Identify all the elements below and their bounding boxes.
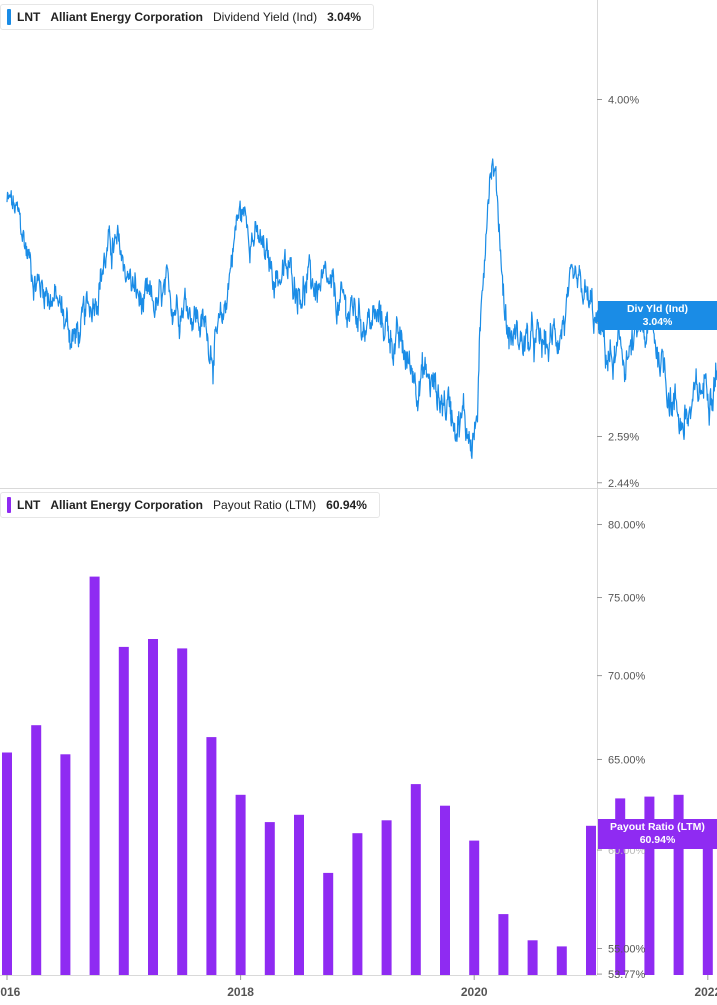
payout-company: Alliant Energy Corporation — [50, 498, 204, 512]
payout-bar — [410, 784, 421, 975]
payout-bar — [177, 648, 188, 975]
payout-bar — [323, 872, 334, 975]
grid-layer — [0, 0, 717, 976]
payout-y-tick-label: 53.77% — [608, 969, 646, 981]
payout-y-tick-label: 70.00% — [608, 671, 646, 683]
payout-bar — [206, 737, 217, 975]
payout-bar — [381, 820, 392, 975]
yield-y-tick-label: 2.44% — [608, 478, 639, 490]
x-tick-label: 2020 — [461, 985, 488, 999]
payout-metric: Payout Ratio (LTM) — [213, 498, 317, 512]
payout-bar — [673, 794, 684, 975]
payout-value-tag: Payout Ratio (LTM) 60.94% — [598, 819, 717, 849]
payout-y-tick-label: 55.00% — [608, 944, 646, 956]
payout-bar — [89, 576, 100, 975]
yield-legend[interactable]: LNT Alliant Energy Corporation Dividend … — [0, 4, 375, 30]
yield-line-layer — [6, 158, 717, 459]
payout-y-tick-label: 80.00% — [608, 520, 646, 532]
yield-metric: Dividend Yield (Ind) — [213, 10, 318, 24]
yield-ticker: LNT — [17, 10, 41, 24]
payout-bar — [644, 796, 655, 975]
yield-y-tick-label: 4.00% — [608, 95, 639, 107]
x-tick-label: 2016 — [0, 985, 21, 999]
payout-bar — [60, 754, 71, 975]
x-tick-label: 2022 — [694, 985, 717, 999]
payout-bar — [498, 914, 509, 975]
payout-bar — [702, 829, 713, 975]
payout-bar — [556, 946, 567, 975]
payout-bar — [615, 798, 626, 975]
yield-tag-value: 3.04% — [642, 316, 673, 328]
yield-color-swatch — [7, 9, 11, 25]
payout-tag-value: 60.94% — [639, 834, 676, 846]
payout-bar — [352, 833, 363, 975]
yield-value-tag: Div Yld (Ind) 3.04% — [598, 301, 717, 330]
yield-value: 3.04% — [327, 10, 362, 24]
payout-bar — [469, 840, 480, 975]
payout-bar — [586, 825, 596, 975]
payout-tag-label: Payout Ratio (LTM) — [610, 821, 705, 833]
payout-bar — [294, 814, 304, 975]
payout-bar-layer — [2, 576, 713, 975]
x-tick-label: 2018 — [227, 985, 254, 999]
payout-bar — [235, 794, 246, 975]
payout-color-swatch — [7, 497, 11, 513]
dividend-yield-line — [6, 158, 717, 459]
payout-bar — [118, 646, 129, 975]
payout-y-tick-label: 75.00% — [608, 593, 646, 605]
payout-bar — [31, 725, 42, 975]
payout-bar — [527, 940, 538, 975]
yield-tag-label: Div Yld (Ind) — [626, 303, 689, 315]
payout-bar — [440, 805, 450, 975]
payout-bar — [148, 639, 158, 975]
payout-value: 60.94% — [326, 498, 367, 512]
yield-company: Alliant Energy Corporation — [50, 10, 204, 24]
payout-bar — [2, 752, 12, 975]
payout-ticker: LNT — [17, 498, 41, 512]
payout-legend[interactable]: LNT Alliant Energy Corporation Payout Ra… — [0, 492, 380, 518]
payout-bar — [264, 822, 275, 975]
payout-y-tick-label: 65.00% — [608, 754, 646, 766]
yield-y-tick-label: 2.59% — [608, 432, 639, 444]
